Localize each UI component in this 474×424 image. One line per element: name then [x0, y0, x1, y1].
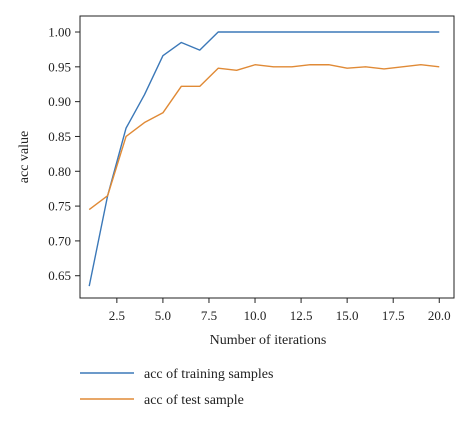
x-tick-label: 12.5 — [290, 308, 313, 323]
y-axis-label: acc value — [17, 131, 32, 183]
series-line-test — [88, 64, 440, 211]
x-axis-ticks: 2.5 5.0 7.5 10.0 12.5 15.0 17.5 20.0 — [109, 298, 451, 323]
y-axis-ticks: 0.65 0.70 0.75 0.80 0.85 0.90 0.95 1.00 — [48, 25, 80, 283]
x-tick-label: 15.0 — [336, 308, 359, 323]
y-tick-label: 0.90 — [48, 94, 71, 109]
x-tick-label: 5.0 — [155, 308, 171, 323]
x-tick-label: 10.0 — [244, 308, 267, 323]
y-tick-label: 0.95 — [48, 59, 71, 74]
x-tick-label: 20.0 — [428, 308, 451, 323]
y-tick-label: 0.80 — [48, 164, 71, 179]
x-tick-label: 7.5 — [201, 308, 217, 323]
legend-label: acc of test sample — [144, 393, 244, 408]
y-tick-label: 1.00 — [48, 25, 71, 40]
legend-label: acc of training samples — [144, 367, 273, 382]
y-tick-label: 0.75 — [48, 199, 71, 214]
series-layer — [88, 31, 440, 287]
legend: acc of training samples acc of test sampl… — [80, 367, 273, 408]
x-tick-label: 2.5 — [109, 308, 125, 323]
y-tick-label: 0.70 — [48, 233, 71, 248]
series-line-training — [88, 31, 440, 287]
y-tick-label: 0.65 — [48, 268, 71, 283]
x-axis-label: Number of iterations — [210, 333, 327, 348]
y-tick-label: 0.85 — [48, 129, 71, 144]
plot-frame — [79, 15, 455, 299]
x-tick-label: 17.5 — [382, 308, 405, 323]
